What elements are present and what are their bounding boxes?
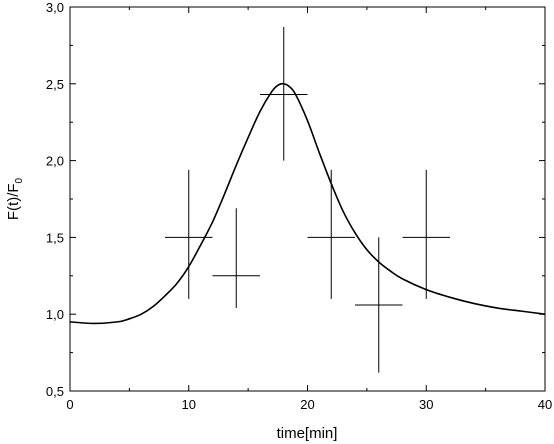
x-tick-label: 0 xyxy=(66,397,73,412)
fit-curve xyxy=(69,82,546,325)
y-tick-label: 1,0 xyxy=(46,307,64,322)
y-tick-label: 1,5 xyxy=(46,230,64,245)
data-point xyxy=(355,237,403,373)
y-tick-label: 0,5 xyxy=(46,384,64,399)
y-axis-title: F(t)/F0 xyxy=(5,177,25,220)
data-point xyxy=(260,26,308,161)
x-tick-label: 10 xyxy=(182,397,196,412)
y-axis-title-main: F(t)/F xyxy=(5,183,22,220)
ticks: 0 10 20 30 40 0,5 1,0 1,5 2,0 2,5 3,0 xyxy=(46,0,552,412)
data-point xyxy=(165,169,213,299)
y-tick-label: 2,5 xyxy=(46,77,64,92)
x-axis-title: time[min] xyxy=(277,425,338,442)
x-tick-label: 20 xyxy=(300,397,314,412)
plot-area xyxy=(69,6,546,392)
y-tick-label: 3,0 xyxy=(46,0,64,15)
data-point xyxy=(212,208,260,309)
y-axis-title-subscript: 0 xyxy=(14,177,25,183)
data-point xyxy=(307,169,355,299)
y-tick-label: 2,0 xyxy=(46,154,64,169)
x-tick-label: 30 xyxy=(419,397,433,412)
x-tick-label: 40 xyxy=(538,397,552,412)
data-marks xyxy=(69,26,546,373)
data-point xyxy=(402,169,450,299)
